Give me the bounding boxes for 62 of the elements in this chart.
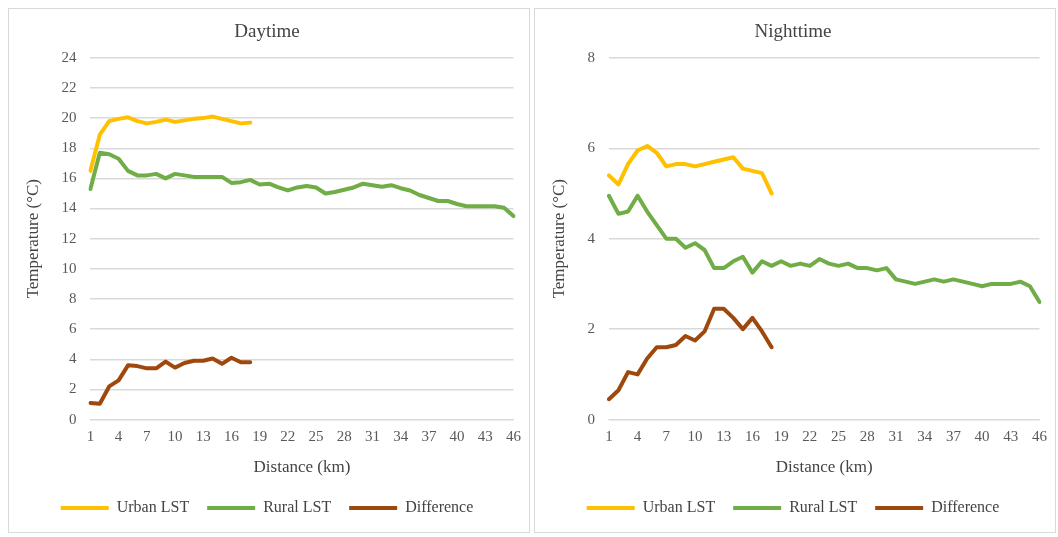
y-tick-label: 16 — [61, 169, 77, 186]
x-tick-label: 10 — [687, 427, 703, 444]
x-tick-label: 7 — [143, 427, 152, 444]
y-tick-label: 4 — [68, 350, 77, 367]
y-tick-label: 8 — [587, 48, 595, 65]
x-tick-label: 46 — [1032, 427, 1048, 444]
y-tick-label: 4 — [587, 229, 596, 246]
x-tick-label: 25 — [831, 427, 847, 444]
x-tick-label: 7 — [662, 427, 671, 444]
y-tick-label: 20 — [61, 109, 77, 126]
x-axis-title: Distance (km) — [253, 457, 351, 477]
chart-title: Daytime — [234, 20, 300, 42]
legend-label: Difference — [931, 498, 1000, 516]
y-axis-title: Temperature (°C) — [548, 179, 568, 299]
x-tick-label: 25 — [308, 427, 324, 444]
legend-label: Difference — [405, 498, 474, 516]
y-tick-label: 2 — [587, 320, 595, 337]
x-tick-label: 31 — [888, 427, 904, 444]
y-tick-label: 2 — [68, 380, 77, 397]
x-tick-label: 40 — [974, 427, 990, 444]
y-tick-label: 6 — [587, 139, 596, 156]
y-axis-title: Temperature (°C) — [22, 179, 42, 299]
x-axis-title: Distance (km) — [775, 457, 873, 477]
x-tick-label: 1 — [86, 427, 95, 444]
y-tick-label: 14 — [61, 199, 77, 216]
x-tick-label: 16 — [223, 427, 240, 444]
x-tick-label: 43 — [477, 427, 493, 444]
x-tick-label: 22 — [802, 427, 818, 444]
x-tick-label: 4 — [114, 427, 123, 444]
legend-label: Urban LST — [116, 498, 190, 516]
x-tick-label: 46 — [506, 427, 522, 444]
y-tick-label: 8 — [68, 289, 77, 306]
x-tick-label: 28 — [859, 427, 875, 444]
x-tick-label: 4 — [633, 427, 642, 444]
y-tick-label: 22 — [61, 78, 77, 95]
x-tick-label: 28 — [336, 427, 352, 444]
legend-label: Urban LST — [642, 498, 716, 516]
x-tick-label: 22 — [280, 427, 296, 444]
y-tick-label: 0 — [68, 410, 77, 427]
chart-title: Nighttime — [754, 20, 832, 42]
x-tick-label: 37 — [945, 427, 962, 444]
x-tick-label: 19 — [773, 427, 789, 444]
x-tick-label: 40 — [449, 427, 465, 444]
y-tick-label: 12 — [61, 229, 77, 246]
y-tick-label: 10 — [61, 259, 77, 276]
y-tick-label: 24 — [61, 48, 77, 65]
y-tick-label: 0 — [587, 410, 595, 427]
x-tick-label: 34 — [917, 427, 933, 444]
x-tick-label: 43 — [1003, 427, 1019, 444]
legend-label: Rural LST — [263, 498, 332, 516]
y-tick-label: 6 — [68, 320, 77, 337]
x-tick-label: 37 — [421, 427, 437, 444]
legend-label: Rural LST — [789, 498, 858, 516]
y-tick-label: 18 — [61, 139, 77, 156]
x-tick-label: 10 — [167, 427, 183, 444]
x-tick-label: 13 — [716, 427, 732, 444]
x-tick-label: 13 — [195, 427, 211, 444]
x-tick-label: 16 — [744, 427, 761, 444]
x-tick-label: 19 — [252, 427, 268, 444]
x-tick-label: 31 — [364, 427, 380, 444]
x-tick-label: 34 — [393, 427, 409, 444]
x-tick-label: 1 — [605, 427, 613, 444]
